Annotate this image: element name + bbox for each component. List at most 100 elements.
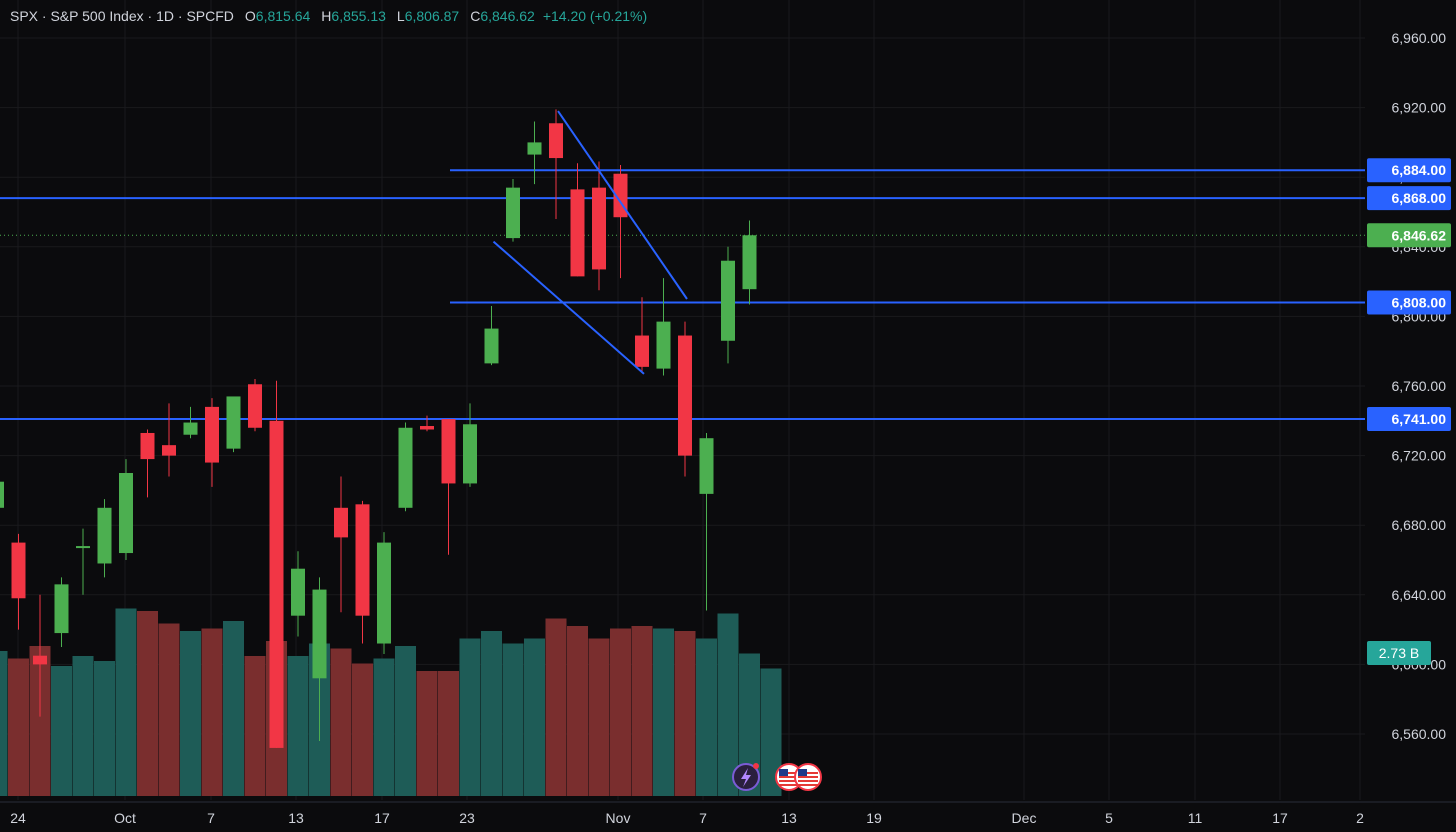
notification-dot — [753, 763, 759, 769]
high-label: H — [321, 8, 332, 24]
volume-bar — [137, 611, 158, 796]
volume-bar — [438, 671, 459, 796]
y-tick-label: 6,640.00 — [1392, 587, 1447, 603]
x-tick-label: Dec — [1012, 810, 1037, 826]
x-tick-label: 11 — [1188, 810, 1203, 826]
volume-bar — [201, 628, 223, 796]
symbol-name: S&P 500 Index — [50, 8, 144, 24]
volume-bar — [29, 646, 51, 796]
candle-body[interactable] — [742, 235, 757, 290]
candle-body[interactable] — [226, 396, 241, 449]
volume-bar — [653, 628, 674, 796]
candle-body[interactable] — [377, 542, 391, 644]
candle-body[interactable] — [312, 589, 327, 679]
x-tick-label: 13 — [781, 810, 797, 826]
level-price-tag: 6,741.00 — [1392, 411, 1447, 427]
candle-body[interactable] — [33, 655, 47, 665]
low-value: 6,806.87 — [404, 8, 460, 24]
candle-body[interactable] — [355, 504, 370, 616]
volume-bar — [330, 648, 352, 796]
candle-body[interactable] — [420, 426, 434, 430]
candle-body[interactable] — [592, 187, 606, 270]
candle-body[interactable] — [721, 260, 735, 341]
candle-body[interactable] — [0, 481, 4, 508]
last-price-tag: 6,846.62 — [1392, 227, 1447, 243]
volume-bar — [674, 631, 696, 796]
candle-body[interactable] — [570, 189, 585, 277]
volume-bar — [223, 621, 244, 796]
candle-body[interactable] — [656, 321, 671, 369]
open-value: 6,815.64 — [255, 8, 311, 24]
candle-body[interactable] — [54, 584, 69, 634]
symbol-ticker[interactable]: SPX — [10, 8, 39, 24]
level-price-tag-bg — [1367, 158, 1451, 183]
candle-body[interactable] — [678, 335, 692, 456]
level-price-tag: 6,808.00 — [1392, 294, 1447, 310]
candle-body[interactable] — [549, 123, 563, 159]
interval-label[interactable]: 1D — [156, 8, 174, 24]
candle-body[interactable] — [484, 328, 499, 364]
trend-line[interactable] — [492, 240, 645, 375]
flag-stripe — [798, 776, 818, 778]
x-tick-label: 17 — [1272, 810, 1288, 826]
level-price-tag-bg — [1367, 290, 1451, 315]
y-tick-label: 6,680.00 — [1392, 517, 1447, 533]
flag-stripe — [779, 780, 799, 782]
volume-bar — [459, 638, 481, 796]
x-tick-label: 23 — [459, 810, 475, 826]
candle-body[interactable] — [398, 427, 413, 508]
level-price-tag: 6,884.00 — [1392, 162, 1447, 178]
candle-body[interactable] — [635, 335, 649, 367]
candle-body[interactable] — [205, 406, 219, 463]
flag-stripe — [798, 780, 818, 782]
x-tick-label: 13 — [288, 810, 304, 826]
flag-stripe — [798, 784, 818, 786]
candle-body[interactable] — [441, 419, 456, 484]
volume-bar — [8, 658, 29, 796]
volume-bar — [352, 663, 373, 796]
candle-body[interactable] — [97, 507, 112, 564]
volume-bar — [567, 626, 588, 796]
symbol-legend: SPX · S&P 500 Index · 1D · SPCFD O 6,815… — [10, 8, 648, 24]
candle-body[interactable] — [119, 473, 133, 554]
volume-bar — [158, 623, 180, 796]
candle-body[interactable] — [269, 420, 284, 748]
candle-body[interactable] — [11, 542, 26, 599]
candle-body[interactable] — [291, 568, 305, 616]
x-tick-label: 19 — [866, 810, 882, 826]
trend-line[interactable] — [557, 110, 688, 300]
y-tick-label: 6,960.00 — [1392, 30, 1447, 46]
x-tick-label: 2 — [1356, 810, 1364, 826]
volume-tag: 2.73 B — [1379, 645, 1419, 661]
volume-bar — [696, 638, 717, 796]
volume-bar — [481, 631, 502, 796]
volume-bar — [115, 608, 137, 796]
open-label: O — [244, 8, 256, 24]
flag-stripe — [798, 772, 818, 774]
level-price-tag-bg — [1367, 186, 1451, 211]
candle-body[interactable] — [140, 432, 155, 460]
candle-body[interactable] — [248, 384, 262, 428]
volume-bar — [502, 643, 524, 796]
volume-bar — [739, 653, 760, 796]
volume-bar — [717, 613, 739, 796]
candle-body[interactable] — [506, 187, 520, 239]
x-tick-label: 7 — [699, 810, 707, 826]
volume-tag-bg — [1367, 641, 1431, 665]
x-tick-label: 24 — [10, 810, 26, 826]
candle-body[interactable] — [76, 546, 90, 549]
candle-body[interactable] — [463, 424, 477, 484]
candle-body[interactable] — [334, 507, 348, 538]
candle-body[interactable] — [699, 438, 714, 494]
y-tick-label: 6,560.00 — [1392, 726, 1447, 742]
flag-stripe — [779, 776, 799, 778]
candle-body[interactable] — [162, 445, 176, 456]
candle-body[interactable] — [527, 142, 542, 155]
volume-bar — [395, 646, 416, 796]
flag-canton — [779, 769, 788, 776]
candle-body[interactable] — [183, 422, 198, 435]
level-price-tag-bg — [1367, 407, 1451, 432]
flag-stripe — [779, 772, 799, 774]
